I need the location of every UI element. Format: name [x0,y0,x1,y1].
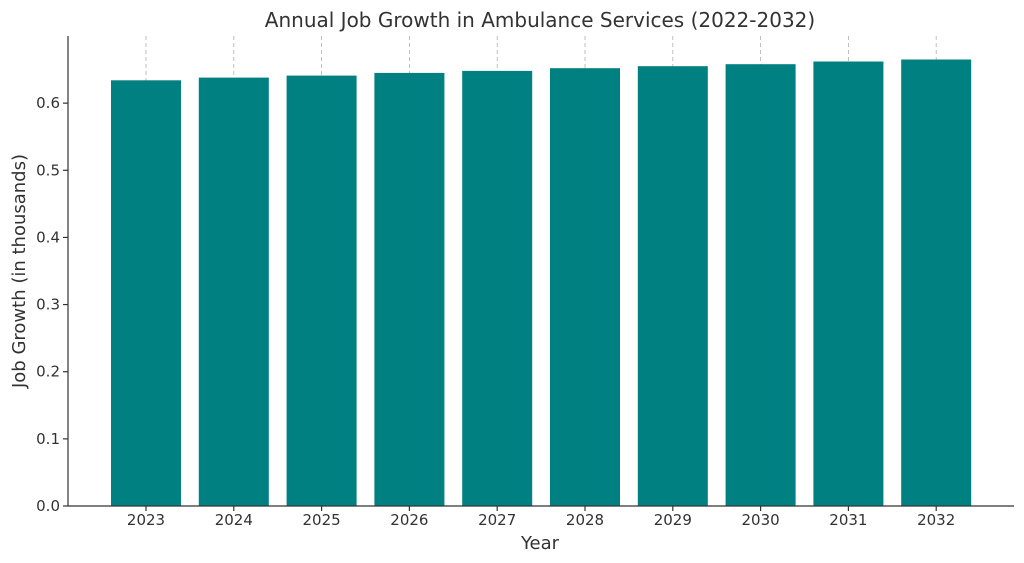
bar-2032 [901,59,972,506]
y-tick-label-0.3: 0.3 [36,296,60,314]
bar-2028 [550,68,620,506]
x-tick-label-2024: 2024 [215,511,253,529]
x-tick-label-2026: 2026 [390,511,428,529]
y-tick-label-0.4: 0.4 [36,228,60,246]
bar-2031 [813,61,884,506]
x-tick-label-2029: 2029 [654,511,692,529]
bar-2026 [374,72,445,507]
chart-title: Annual Job Growth in Ambulance Services … [265,8,815,32]
y-axis-label: Job Growth (in thousands) [9,154,30,389]
x-tick-label-2031: 2031 [829,511,867,529]
x-tick-label-2025: 2025 [303,511,341,529]
x-tick-label-2030: 2030 [742,511,780,529]
y-tick-label-0.2: 0.2 [36,363,60,381]
bar-2029 [637,66,708,506]
bar-2027 [462,70,533,507]
bar-2030 [725,64,796,506]
bars-layer [111,59,972,507]
y-ticks-layer: 0.0 0.1 0.2 0.3 0.4 0.5 0.6 [36,94,68,515]
x-tick-label-2028: 2028 [566,511,604,529]
y-tick-label-0.1: 0.1 [36,430,60,448]
x-ticks-layer: 2023 2024 2025 2026 2027 2028 2029 2030 2031 2032 [127,506,955,529]
x-tick-label-2023: 2023 [127,511,165,529]
y-tick-label-0.6: 0.6 [36,94,60,112]
bar-2024 [198,77,269,506]
bar-2023 [111,80,181,507]
x-axis-label: Year [520,533,560,554]
y-tick-label-0.5: 0.5 [36,161,60,179]
y-tick-label-0.0: 0.0 [36,497,60,515]
bar-2025 [286,75,357,506]
x-tick-label-2027: 2027 [478,511,516,529]
x-tick-label-2032: 2032 [917,511,955,529]
